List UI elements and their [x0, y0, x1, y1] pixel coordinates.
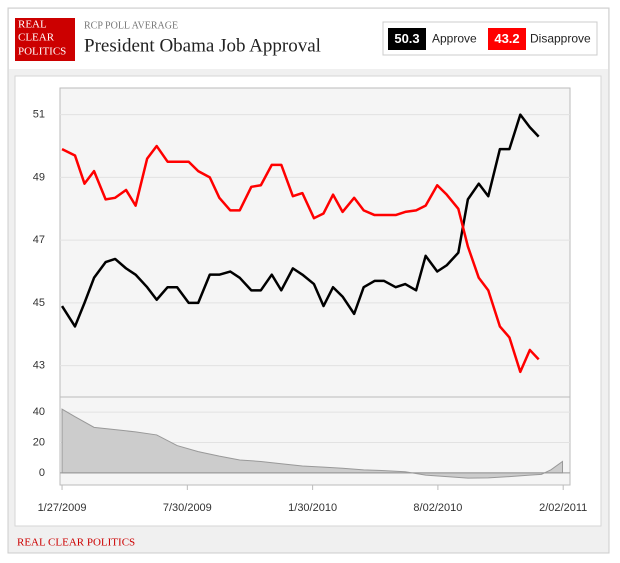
legend-value: 50.3 — [394, 31, 419, 46]
logo-text: CLEAR — [18, 32, 55, 44]
plot-area — [59, 87, 571, 398]
legend-swatch — [388, 28, 426, 50]
chart-title: President Obama Job Approval — [84, 35, 321, 56]
legend-label: Approve — [432, 32, 477, 46]
x-tick-label: 1/30/2010 — [288, 502, 337, 514]
y-tick-label: 40 — [33, 406, 45, 418]
line-0 — [60, 113, 540, 328]
y-tick-label: 45 — [33, 297, 45, 309]
subtitle: RCP POLL AVERAGE — [84, 20, 178, 31]
logo-text: POLITICS — [18, 46, 66, 58]
footer: REAL CLEAR POLITICS — [17, 537, 135, 549]
y-tick-label: 51 — [33, 109, 45, 121]
x-tick-label: 1/27/2009 — [38, 502, 87, 514]
legend-label: Disapprove — [530, 32, 591, 46]
x-tick-label: 8/02/2010 — [413, 502, 462, 514]
area — [61, 408, 564, 479]
logo-text: REAL — [18, 19, 47, 31]
y-tick-label: 0 — [39, 467, 45, 479]
logo — [15, 18, 75, 61]
y-tick-label: 43 — [33, 360, 45, 372]
y-tick-label: 47 — [33, 234, 45, 246]
legend-value: 43.2 — [494, 31, 519, 46]
legend-swatch — [488, 28, 526, 50]
x-tick-label: 2/02/2011 — [539, 502, 587, 514]
y-tick-label: 20 — [33, 436, 45, 448]
line-1 — [61, 144, 540, 374]
y-tick-label: 49 — [33, 171, 45, 183]
x-tick-label: 7/30/2009 — [163, 502, 212, 514]
